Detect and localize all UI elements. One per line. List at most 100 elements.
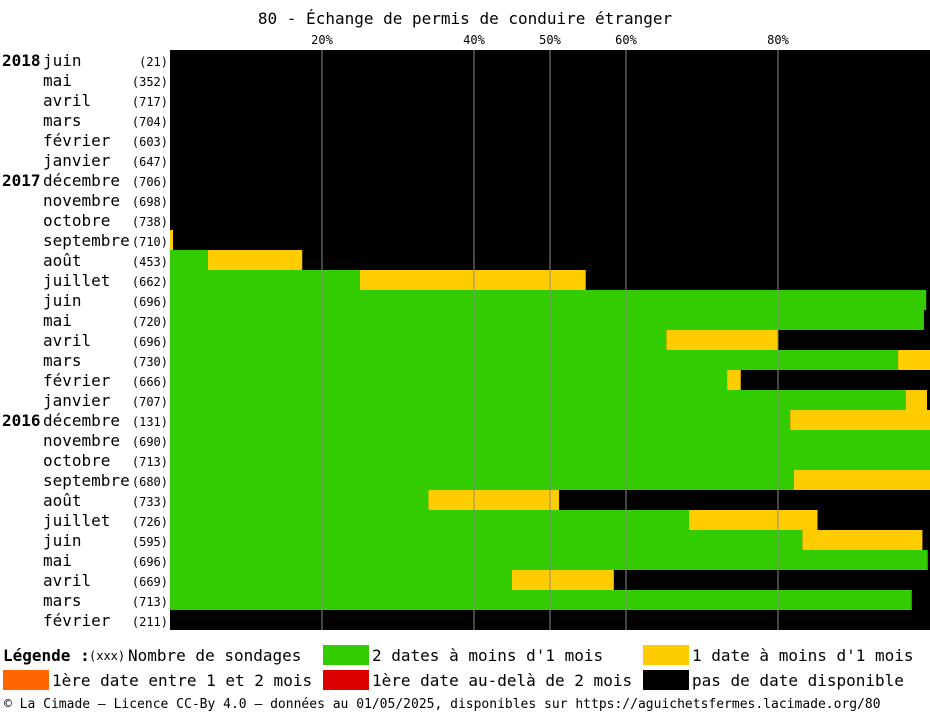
legend-count-label: Nombre de sondages [128,646,302,665]
legend-swatch-red [323,670,369,690]
month-label: août [43,491,82,510]
month-label: mars [43,351,82,370]
bar-segment-yellow [790,410,930,430]
month-label: décembre [43,171,120,190]
month-label: juillet [43,511,110,530]
month-label: novembre [43,431,120,450]
bar-segment-green [170,550,928,570]
bar-segment-green [170,510,690,530]
footer-credits: © La Cimade — Licence CC-By 4.0 — donnée… [4,697,881,712]
count-label: (738) [132,215,168,229]
legend-label-green: 2 dates à moins d'1 mois [372,646,604,665]
count-label: (713) [132,455,168,469]
count-label: (717) [132,95,168,109]
bar-segment-green [170,370,728,390]
x-tick-label: 40% [463,33,485,47]
bar-segment-green [170,330,667,350]
bar-segment-green [170,390,906,410]
legend-label-black: pas de date disponible [692,671,904,690]
bar-segment-yellow [170,230,174,250]
bar-segment-green [170,570,512,590]
bar-segment-green [170,530,803,550]
count-label: (453) [132,255,168,269]
bar-segment-yellow [360,270,586,290]
bar-segment-yellow [905,390,927,410]
count-label: (647) [132,155,168,169]
month-label: octobre [43,451,110,470]
legend-label-red: 1ère date au-delà de 2 mois [372,671,633,690]
x-tick-label: 80% [767,33,789,47]
count-label: (726) [132,515,168,529]
bar-segment-yellow [512,570,614,590]
year-label: 2017 [2,171,41,190]
month-label: mai [43,551,72,570]
bar-segment-green [170,310,924,330]
month-label: avril [43,571,91,590]
stacked-bar-chart: 20% 40% 50% 60% 80%2018 juin (21)mai (352)avril… [2,33,930,630]
month-label: avril [43,91,91,110]
bar-segment-yellow [802,530,923,550]
bar-segment-green [170,250,208,270]
month-label: février [43,131,111,150]
month-label: novembre [43,191,120,210]
count-label: (707) [132,395,168,409]
chart-title: 80 - Échange de permis de conduire étran… [257,9,673,28]
bar-segment-green [170,410,791,430]
month-label: février [43,611,111,630]
count-label: (669) [132,575,168,589]
year-label: 2016 [2,411,41,430]
bar-segment-yellow [898,350,930,370]
bar-segment-yellow [208,250,303,270]
month-label: mars [43,591,82,610]
bar-segment-green [170,470,794,490]
month-label: août [43,251,82,270]
month-label: juin [43,291,82,310]
bar-segment-green [170,270,360,290]
count-label: (696) [132,295,168,309]
x-tick-label: 20% [311,33,333,47]
x-tick-label: 50% [539,33,561,47]
legend-row-2: 1ère date entre 1 et 2 mois 1ère date au… [0,670,930,692]
count-label: (603) [132,135,168,149]
bar-segment-yellow [666,330,778,350]
month-label: décembre [43,411,120,430]
count-label: (211) [132,615,168,629]
month-label: janvier [43,151,111,170]
count-label: (696) [132,335,168,349]
bar-segment-yellow [793,470,930,490]
count-label: (662) [132,275,168,289]
bar-segment-green [170,490,429,510]
legend-swatch-orange [3,670,49,690]
legend-swatch-black [643,670,689,690]
month-label: mars [43,111,82,130]
legend-row-1: Légende : (xxx) Nombre de sondages 2 dat… [0,645,930,667]
count-label: (21) [139,55,168,69]
bar-segment-green [170,350,899,370]
bar-segment-green [170,590,912,610]
x-tick-label: 60% [615,33,637,47]
legend-count-marker: (xxx) [89,649,126,663]
month-label: juin [43,51,82,70]
month-label: juin [43,531,82,550]
count-label: (666) [132,375,168,389]
count-label: (690) [132,435,168,449]
count-label: (704) [132,115,168,129]
month-label: janvier [43,391,111,410]
month-label: mai [43,311,72,330]
month-label: juillet [43,271,110,290]
legend-label-orange: 1ère date entre 1 et 2 mois [52,671,313,690]
count-label: (710) [132,235,168,249]
bar-segment-green [170,290,927,310]
month-label: avril [43,331,91,350]
count-label: (595) [132,535,168,549]
count-label: (706) [132,175,168,189]
month-label: octobre [43,211,110,230]
count-label: (131) [132,415,168,429]
bar-segment-yellow [689,510,818,530]
count-label: (713) [132,595,168,609]
legend-swatch-green [323,645,369,665]
year-label: 2018 [2,51,41,70]
count-label: (698) [132,195,168,209]
bar-segment-yellow [428,490,560,510]
count-label: (720) [132,315,168,329]
